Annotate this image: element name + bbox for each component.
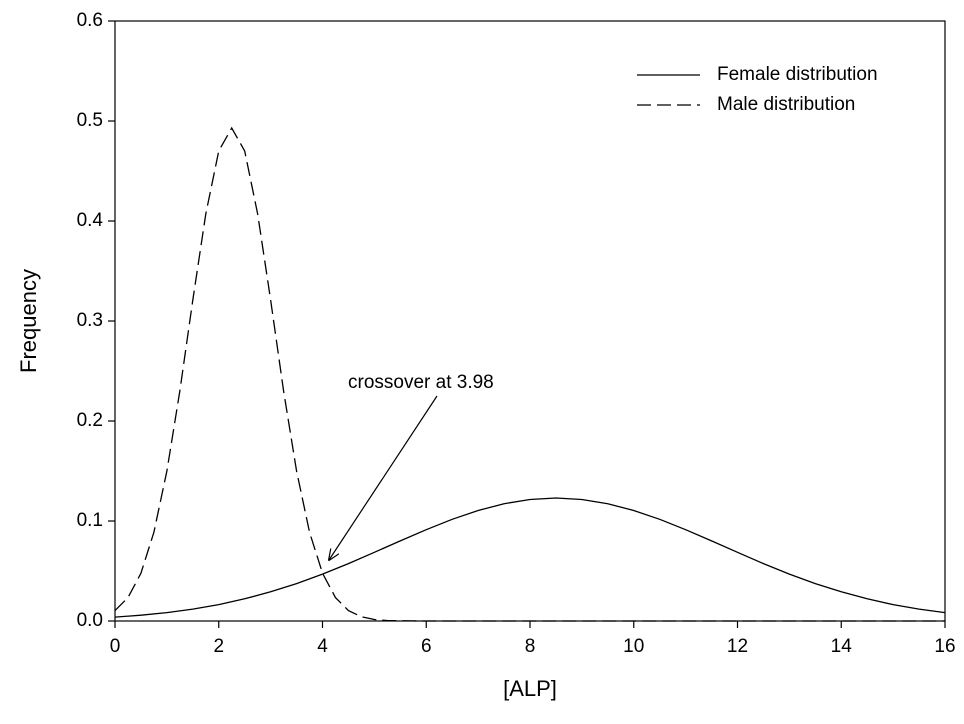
series-line xyxy=(114,497,946,618)
x-axis-title: [ALP] xyxy=(503,676,557,701)
y-tick-label: 0.3 xyxy=(77,310,103,331)
y-axis-title: Frequency xyxy=(16,269,41,373)
x-tick-label: 6 xyxy=(421,636,432,657)
annotation-arrow xyxy=(329,395,438,560)
legend-label: Female distribution xyxy=(717,64,878,85)
x-tick-label: 8 xyxy=(525,636,536,657)
y-tick-label: 0.4 xyxy=(77,210,104,231)
x-tick-label: 2 xyxy=(213,636,224,657)
y-tick-label: 0.5 xyxy=(77,110,103,131)
x-tick-label: 16 xyxy=(934,636,955,657)
y-tick-label: 0.6 xyxy=(77,10,103,31)
x-tick-label: 0 xyxy=(110,636,121,657)
annotation: crossover at 3.98 xyxy=(348,372,494,393)
legend-label: Male distribution xyxy=(717,94,855,115)
x-tick-label: 14 xyxy=(831,636,853,657)
series-line xyxy=(114,126,945,622)
y-tick-label: 0.0 xyxy=(77,610,103,631)
y-tick-label: 0.1 xyxy=(77,510,103,531)
x-tick-label: 12 xyxy=(727,636,748,657)
x-tick-label: 10 xyxy=(623,636,644,657)
y-tick-label: 0.2 xyxy=(77,410,103,431)
x-tick-label: 4 xyxy=(317,636,328,657)
